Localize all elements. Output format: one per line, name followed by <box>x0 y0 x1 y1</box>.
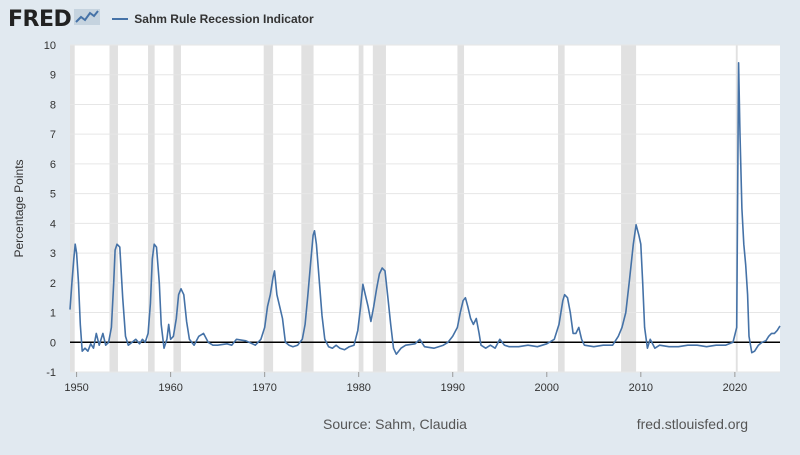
x-axis: 1950 1960 1970 1980 1990 2000 2010 2020 <box>64 372 747 394</box>
recession-band <box>301 45 314 372</box>
x-tick-label: 1980 <box>346 382 370 394</box>
y-tick-label: 9 <box>50 70 56 82</box>
y-tick-label: 8 <box>50 99 56 111</box>
header: FRED Sahm Rule Recession Indicator <box>8 4 314 34</box>
footer-site-link[interactable]: fred.stlouisfed.org <box>636 416 748 432</box>
y-tick-label: 0 <box>50 337 56 349</box>
y-tick-label: 7 <box>50 129 56 141</box>
recession-band <box>735 45 738 372</box>
y-axis-label: Percentage Points <box>12 159 26 257</box>
y-tick-label: 3 <box>50 248 56 260</box>
series-line <box>69 62 781 355</box>
fred-logo-text: FRED <box>8 6 72 32</box>
x-tick-label: 1950 <box>64 382 88 394</box>
fred-logo[interactable]: FRED <box>8 6 101 32</box>
recession-band <box>173 45 181 372</box>
recession-band <box>263 45 274 372</box>
x-tick-label: 1960 <box>158 382 182 394</box>
y-tick-label: 5 <box>50 189 56 201</box>
y-tick-label: 4 <box>50 218 56 230</box>
x-tick-label: 2010 <box>629 382 653 394</box>
recession-band <box>358 45 364 372</box>
x-tick-label: 1970 <box>252 382 276 394</box>
grid-lines <box>70 44 780 373</box>
x-tick-label: 2020 <box>723 382 747 394</box>
y-tick-label: 2 <box>50 278 56 290</box>
recession-band <box>148 45 155 372</box>
x-tick-label: 1990 <box>440 382 464 394</box>
y-axis: -1 0 1 2 3 4 5 6 7 8 9 10 <box>44 40 56 379</box>
recession-band <box>70 45 75 372</box>
recession-band <box>457 45 465 372</box>
recession-band <box>109 45 118 372</box>
plot-background <box>70 45 780 372</box>
y-tick-label: -1 <box>46 367 56 379</box>
y-tick-label: 6 <box>50 159 56 171</box>
x-tick-label: 2000 <box>535 382 559 394</box>
fred-sparkline-icon <box>74 7 101 32</box>
recession-band <box>372 45 386 372</box>
recession-bands <box>70 45 738 372</box>
recession-band <box>558 45 565 372</box>
footer-source: Source: Sahm, Claudia <box>323 416 467 432</box>
legend-label: Sahm Rule Recession Indicator <box>134 12 314 26</box>
y-tick-label: 1 <box>50 308 56 320</box>
y-tick-label: 10 <box>44 40 56 52</box>
legend-swatch <box>112 18 129 20</box>
recession-band <box>621 45 637 372</box>
chart-legend: Sahm Rule Recession Indicator <box>112 12 314 26</box>
